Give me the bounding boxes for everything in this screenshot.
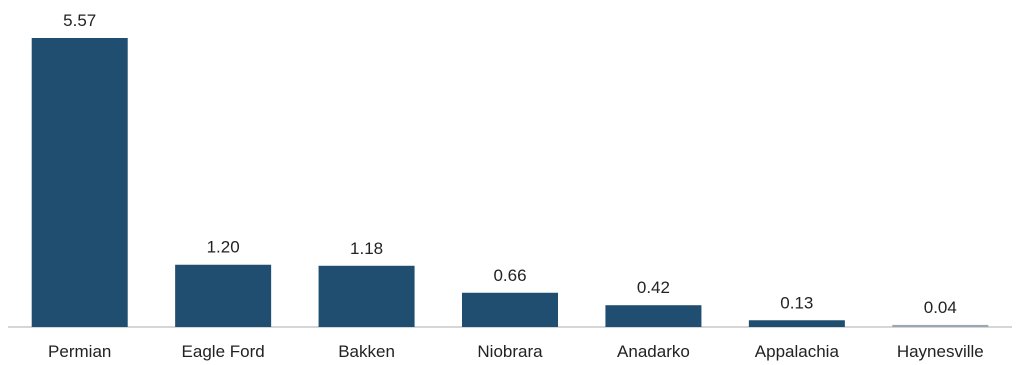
value-label-niobrara: 0.66 xyxy=(493,266,526,285)
bar-appalachia xyxy=(748,320,845,327)
value-label-appalachia: 0.13 xyxy=(780,293,813,312)
value-labels-group: 5.57 1.20 1.18 0.66 0.42 0.13 0.04 xyxy=(63,11,957,317)
bar-niobrara xyxy=(462,292,558,327)
category-label-eagle-ford: Eagle Ford xyxy=(182,342,265,361)
bar-bakken xyxy=(318,265,415,327)
category-label-anadarko: Anadarko xyxy=(617,342,690,361)
category-label-bakken: Bakken xyxy=(338,342,395,361)
bars-group xyxy=(31,38,989,327)
category-labels-group: Permian Eagle Ford Bakken Niobrara Anadarko A… xyxy=(48,342,984,361)
bar-eagle-ford xyxy=(175,264,272,327)
bar-permian xyxy=(31,38,128,327)
category-label-haynesville: Haynesville xyxy=(897,342,984,361)
category-label-niobrara: Niobrara xyxy=(477,342,543,361)
bar-anadarko xyxy=(605,305,702,327)
category-label-appalachia: Appalachia xyxy=(755,342,840,361)
value-label-eagle-ford: 1.20 xyxy=(207,238,240,257)
bar-haynesville xyxy=(892,324,989,327)
value-label-permian: 5.57 xyxy=(63,11,96,30)
value-label-bakken: 1.18 xyxy=(350,239,383,258)
value-label-anadarko: 0.42 xyxy=(637,278,670,297)
category-label-permian: Permian xyxy=(48,342,111,361)
value-label-haynesville: 0.04 xyxy=(924,298,957,317)
